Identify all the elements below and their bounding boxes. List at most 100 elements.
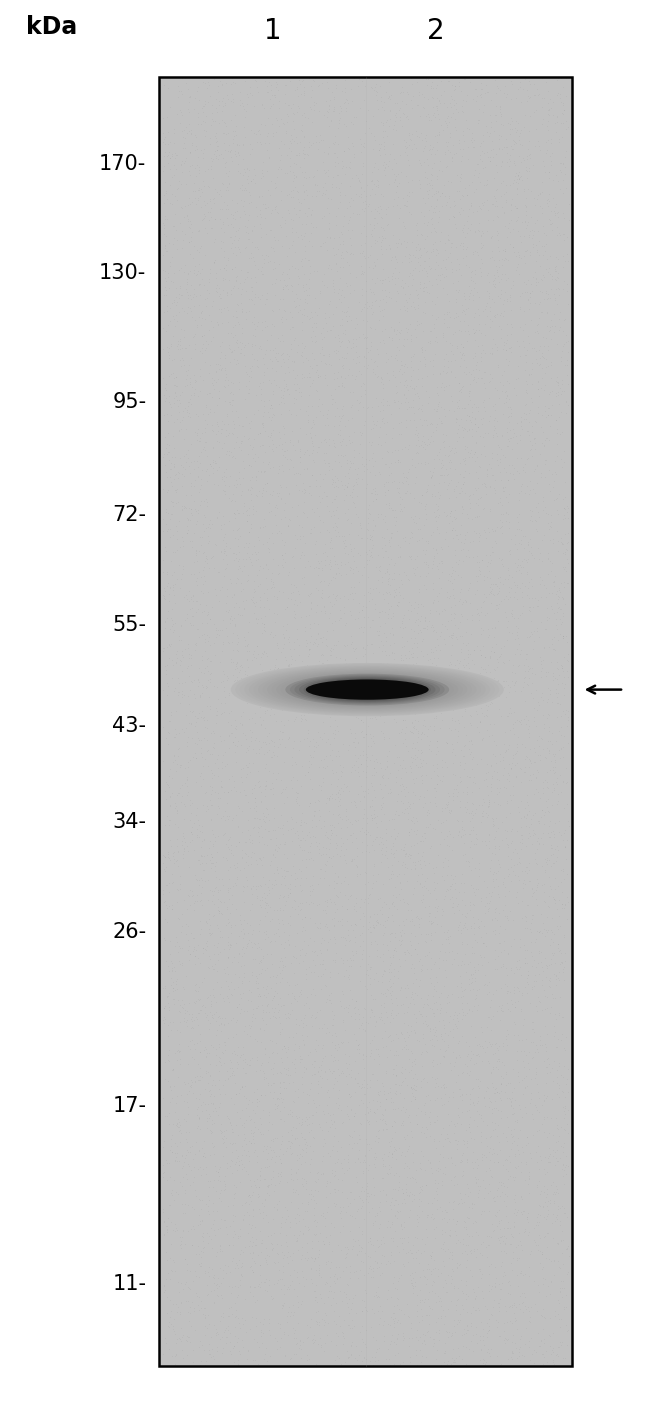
Point [339,140,349,163]
Point [485,370,495,392]
Point [535,1240,545,1262]
Point [185,1075,195,1097]
Point [508,235,518,258]
Point [222,425,233,447]
Point [328,458,338,481]
Point [474,1299,484,1321]
Point [237,1252,248,1275]
Point [474,314,484,336]
Point [421,409,432,432]
Point [399,727,410,750]
Point [259,507,269,530]
Point [384,546,394,569]
Point [190,420,200,443]
Point [173,394,183,416]
Point [430,179,441,202]
Point [447,510,458,532]
Point [314,1112,324,1135]
Point [506,1138,516,1160]
Point [320,367,330,389]
Point [211,134,222,157]
Point [298,165,309,188]
Point [346,955,356,978]
Point [318,511,329,534]
Point [328,566,339,588]
Point [324,988,335,1010]
Point [202,1117,213,1139]
Point [521,338,532,360]
Point [508,860,519,883]
Point [441,1038,451,1061]
Point [492,443,502,465]
Point [447,261,457,283]
Point [344,1083,354,1105]
Point [299,304,309,326]
Point [328,1061,338,1083]
Point [328,132,338,154]
Point [550,751,560,773]
Point [480,902,490,925]
Point [424,663,435,685]
Point [492,597,502,619]
Point [218,528,229,551]
Point [375,1307,385,1330]
Point [383,87,393,109]
Point [172,647,182,670]
Point [523,548,534,570]
Point [309,451,320,474]
Point [269,1222,280,1244]
Point [387,326,397,349]
Point [330,1164,341,1187]
Point [288,946,298,968]
Point [369,1101,379,1124]
Point [399,635,410,657]
Point [456,539,466,562]
Point [221,848,231,870]
Point [463,380,474,402]
Point [523,269,533,291]
Point [347,432,358,454]
Point [406,67,416,90]
Point [223,962,233,985]
Point [229,1093,240,1115]
Point [416,668,426,691]
Point [378,412,389,434]
Point [399,856,410,878]
Point [435,685,445,708]
Point [449,94,460,116]
Point [418,884,428,906]
Point [500,74,511,97]
Point [191,570,202,593]
Point [183,939,193,961]
Point [467,848,477,870]
Point [324,293,335,315]
Point [410,1021,420,1044]
Point [221,151,231,174]
Point [317,727,327,750]
Point [500,446,511,468]
Point [428,870,439,892]
Point [181,336,192,359]
Point [362,396,372,419]
Point [546,878,556,901]
Point [439,1077,449,1100]
Point [407,1327,417,1349]
Point [525,282,535,304]
Point [333,1094,344,1117]
Point [460,590,471,612]
Point [424,178,435,200]
Point [386,249,396,272]
Point [233,352,244,374]
Point [251,468,261,490]
Point [288,161,298,184]
Point [235,1217,246,1240]
Point [559,726,569,748]
Point [168,679,179,702]
Point [441,1122,452,1145]
Point [532,1150,542,1173]
Point [458,125,468,147]
Point [457,950,467,972]
Point [419,1330,430,1352]
Point [272,1097,282,1119]
Point [175,1302,185,1324]
